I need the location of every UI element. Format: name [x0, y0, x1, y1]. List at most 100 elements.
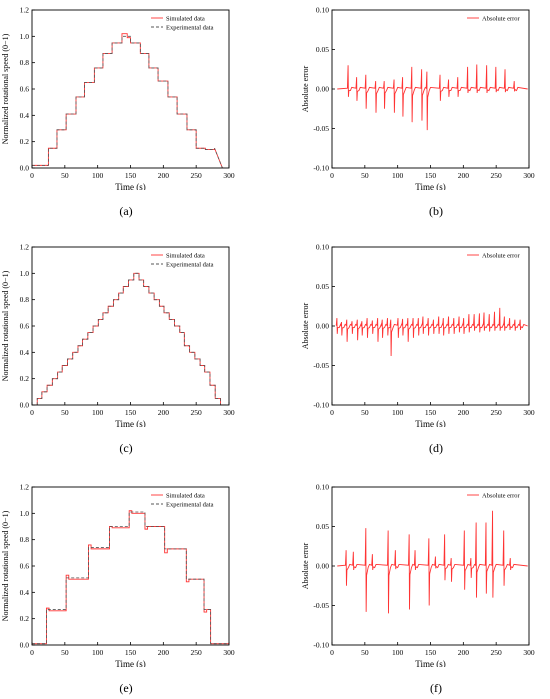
y-tick-label: 0.10 — [316, 483, 329, 492]
x-tick-label: 150 — [125, 171, 137, 180]
x-tick-label: 100 — [392, 408, 404, 417]
legend-entry: Absolute error — [482, 253, 521, 260]
x-tick-label: 100 — [92, 648, 104, 657]
x-tick-label: 150 — [425, 171, 437, 180]
x-tick-label: 50 — [361, 408, 369, 417]
y-tick-label: 0.4 — [20, 348, 30, 357]
y-tick-label: 0.8 — [20, 295, 30, 304]
x-axis-label: Time (s) — [415, 659, 445, 667]
panel-label-e: (e) — [119, 681, 133, 695]
legend-entry: Experimental data — [166, 502, 214, 509]
y-tick-label: -0.05 — [313, 124, 329, 133]
x-tick-label: 150 — [425, 648, 437, 657]
y-axis-label: Absolute error — [301, 302, 310, 349]
legend: Simulated data Experimental data — [151, 16, 214, 32]
y-tick-label: 1.2 — [20, 6, 30, 15]
y-tick-label: 0.4 — [20, 588, 30, 597]
chart-b: 0 50 100 150 200 250 300 -0.10 -0.05 0.00 0.05 0.10… — [301, 6, 535, 191]
x-tick-label: 50 — [361, 171, 369, 180]
plot-frame — [331, 486, 530, 646]
x-tick-label: 50 — [61, 648, 69, 657]
y-tick-label: 0.0 — [20, 401, 30, 410]
x-tick-label: 100 — [392, 648, 404, 657]
x-tick-label: 50 — [361, 648, 369, 657]
chart-e: 0 50 100 150 200 250 300 0.0 0.2 0.4 0.6 0.8 1.0 1.2 T… — [1, 483, 235, 668]
y-tick-label: -0.05 — [313, 601, 329, 610]
series-line-1 — [32, 510, 229, 645]
x-tick-label: 100 — [92, 171, 104, 180]
x-tick-label: 200 — [158, 408, 170, 417]
legend-entry: Absolute error — [482, 16, 521, 23]
x-axis-label: Time (s) — [415, 419, 445, 427]
x-axis-label: Time (s) — [415, 182, 445, 190]
y-tick-label: 0.05 — [316, 522, 329, 531]
y-tick-label: -0.10 — [313, 164, 329, 173]
x-tick-label: 50 — [61, 408, 69, 417]
x-tick-label: 0 — [330, 408, 334, 417]
x-axis-label: Time (s) — [115, 659, 145, 667]
y-tick-label: 0.00 — [316, 562, 329, 571]
chart-a: 0 50 100 150 200 250 300 0.0 0.2 0.4 0.6 0.8 1.0 1.2 T… — [1, 6, 235, 191]
y-tick-label: 0.6 — [20, 562, 30, 571]
legend: Simulated data Experimental data — [151, 493, 214, 509]
y-axis-label: Normalized rotational speed (0−1) — [1, 33, 10, 144]
x-tick-label: 0 — [30, 171, 34, 180]
x-tick-label: 200 — [458, 171, 470, 180]
x-tick-label: 200 — [458, 408, 470, 417]
y-axis-label: Absolute error — [301, 542, 310, 589]
series-line-1 — [32, 33, 225, 168]
series-line-2 — [32, 272, 226, 405]
legend-entry: Simulated data — [166, 16, 205, 23]
series-line-1 — [335, 307, 528, 357]
legend-entry: Experimental data — [166, 262, 214, 269]
chart-d: 0 50 100 150 200 250 300 -0.10 -0.05 0.00 0.05 0.10… — [301, 243, 535, 428]
y-tick-label: 1.0 — [20, 32, 30, 41]
plot-frame — [31, 486, 230, 646]
chart-c: 0 50 100 150 200 250 300 0.0 0.2 0.4 0.6 0.8 1.0 1.2 T… — [1, 243, 235, 428]
x-tick-label: 100 — [392, 171, 404, 180]
x-tick-label: 300 — [223, 408, 235, 417]
y-tick-label: 1.0 — [20, 509, 30, 518]
y-tick-label: -0.10 — [313, 401, 329, 410]
legend-entry: Simulated data — [166, 493, 205, 500]
y-tick-label: 0.05 — [316, 282, 329, 291]
x-tick-label: 250 — [191, 171, 203, 180]
y-tick-label: 0.6 — [20, 322, 30, 331]
legend: Absolute error — [467, 16, 521, 23]
y-tick-label: 1.0 — [20, 269, 30, 278]
y-tick-label: 0.6 — [20, 85, 30, 94]
x-tick-label: 100 — [92, 408, 104, 417]
x-tick-label: 300 — [223, 171, 235, 180]
y-tick-label: -0.05 — [313, 361, 329, 370]
y-tick-label: 1.2 — [20, 483, 30, 492]
plot-frame — [331, 246, 530, 406]
y-tick-label: 0.8 — [20, 535, 30, 544]
chart-f: 0 50 100 150 200 250 300 -0.10 -0.05 0.00 0.05 0.10… — [301, 483, 535, 668]
x-tick-label: 250 — [191, 648, 203, 657]
y-tick-label: 0.10 — [316, 243, 329, 252]
x-tick-label: 300 — [223, 648, 235, 657]
series-line-1 — [337, 510, 528, 614]
x-tick-label: 0 — [330, 648, 334, 657]
x-tick-label: 150 — [425, 408, 437, 417]
panel-label-d: (d) — [429, 441, 443, 455]
y-axis-label: Absolute error — [301, 65, 310, 112]
panel-label-b: (b) — [429, 204, 443, 218]
y-tick-label: 0.2 — [20, 614, 30, 623]
x-tick-label: 250 — [491, 408, 503, 417]
y-tick-label: 0.8 — [20, 58, 30, 67]
y-tick-label: 1.2 — [20, 243, 30, 252]
x-tick-label: 150 — [125, 408, 137, 417]
y-tick-label: 0.2 — [20, 137, 30, 146]
x-tick-label: 200 — [458, 648, 470, 657]
plot-frame — [31, 246, 230, 406]
y-axis-label: Normalized rotational speed (0−1) — [1, 510, 10, 621]
y-axis-label: Normalized rotational speed (0−1) — [1, 270, 10, 381]
legend-entry: Experimental data — [166, 25, 214, 32]
y-tick-label: 0.0 — [20, 641, 30, 650]
x-tick-label: 200 — [158, 171, 170, 180]
plot-frame — [331, 9, 530, 169]
x-tick-label: 150 — [125, 648, 137, 657]
series-line-2 — [32, 511, 229, 645]
series-line-1 — [32, 272, 226, 405]
